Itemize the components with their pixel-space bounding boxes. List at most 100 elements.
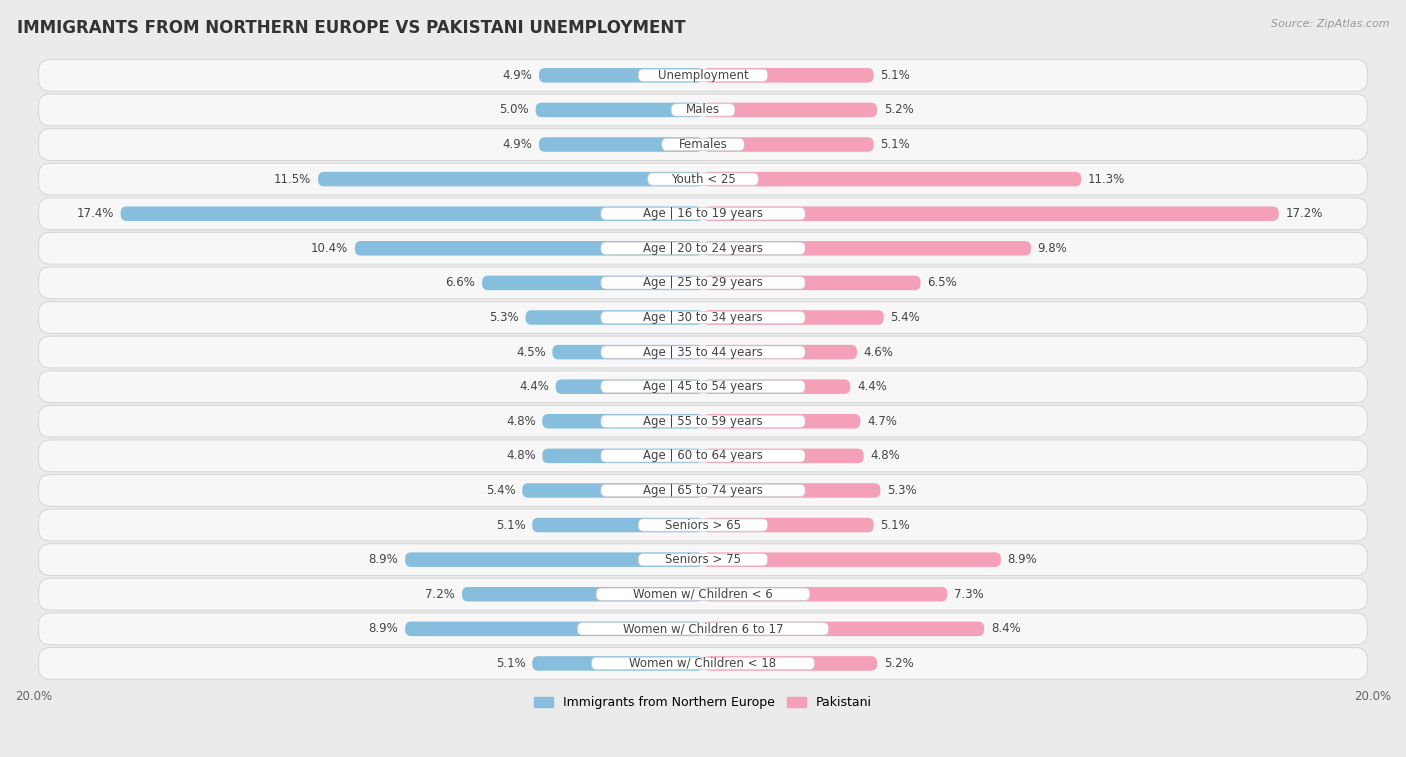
- FancyBboxPatch shape: [703, 587, 948, 602]
- FancyBboxPatch shape: [38, 164, 1368, 195]
- FancyBboxPatch shape: [38, 509, 1368, 541]
- FancyBboxPatch shape: [600, 311, 806, 324]
- FancyBboxPatch shape: [38, 405, 1368, 438]
- FancyBboxPatch shape: [482, 276, 703, 290]
- Text: Seniors > 65: Seniors > 65: [665, 519, 741, 531]
- FancyBboxPatch shape: [703, 68, 873, 83]
- Text: Women w/ Children < 6: Women w/ Children < 6: [633, 587, 773, 601]
- FancyBboxPatch shape: [555, 379, 703, 394]
- FancyBboxPatch shape: [38, 94, 1368, 126]
- Text: 4.8%: 4.8%: [506, 415, 536, 428]
- FancyBboxPatch shape: [638, 553, 768, 565]
- Text: 6.6%: 6.6%: [446, 276, 475, 289]
- FancyBboxPatch shape: [526, 310, 703, 325]
- Text: 8.9%: 8.9%: [1008, 553, 1038, 566]
- FancyBboxPatch shape: [553, 345, 703, 360]
- FancyBboxPatch shape: [522, 483, 703, 497]
- Text: Seniors > 75: Seniors > 75: [665, 553, 741, 566]
- Text: 5.3%: 5.3%: [887, 484, 917, 497]
- Text: Age | 65 to 74 years: Age | 65 to 74 years: [643, 484, 763, 497]
- FancyBboxPatch shape: [405, 621, 703, 636]
- Text: 5.1%: 5.1%: [880, 138, 910, 151]
- Text: 7.2%: 7.2%: [426, 587, 456, 601]
- Text: 5.1%: 5.1%: [880, 519, 910, 531]
- Text: 5.3%: 5.3%: [489, 311, 519, 324]
- Text: 5.4%: 5.4%: [486, 484, 516, 497]
- Text: 4.8%: 4.8%: [506, 450, 536, 463]
- FancyBboxPatch shape: [38, 647, 1368, 679]
- Text: 9.8%: 9.8%: [1038, 241, 1067, 255]
- FancyBboxPatch shape: [38, 232, 1368, 264]
- Text: 5.1%: 5.1%: [496, 657, 526, 670]
- FancyBboxPatch shape: [703, 276, 921, 290]
- Text: 4.8%: 4.8%: [870, 450, 900, 463]
- FancyBboxPatch shape: [662, 139, 744, 151]
- Text: 4.6%: 4.6%: [863, 346, 894, 359]
- Text: 5.2%: 5.2%: [884, 657, 914, 670]
- Text: Females: Females: [679, 138, 727, 151]
- Legend: Immigrants from Northern Europe, Pakistani: Immigrants from Northern Europe, Pakista…: [529, 691, 877, 715]
- Text: 4.7%: 4.7%: [868, 415, 897, 428]
- FancyBboxPatch shape: [703, 379, 851, 394]
- FancyBboxPatch shape: [703, 207, 1278, 221]
- Text: 4.9%: 4.9%: [502, 69, 533, 82]
- Text: 5.2%: 5.2%: [884, 104, 914, 117]
- FancyBboxPatch shape: [600, 346, 806, 358]
- FancyBboxPatch shape: [543, 449, 703, 463]
- FancyBboxPatch shape: [38, 301, 1368, 333]
- FancyBboxPatch shape: [638, 519, 768, 531]
- Text: 4.4%: 4.4%: [858, 380, 887, 393]
- FancyBboxPatch shape: [592, 657, 814, 670]
- Text: 7.3%: 7.3%: [955, 587, 984, 601]
- FancyBboxPatch shape: [703, 518, 873, 532]
- Text: Age | 45 to 54 years: Age | 45 to 54 years: [643, 380, 763, 393]
- FancyBboxPatch shape: [38, 578, 1368, 610]
- FancyBboxPatch shape: [543, 414, 703, 428]
- FancyBboxPatch shape: [638, 69, 768, 82]
- FancyBboxPatch shape: [600, 277, 806, 289]
- FancyBboxPatch shape: [703, 103, 877, 117]
- Text: Women w/ Children < 18: Women w/ Children < 18: [630, 657, 776, 670]
- FancyBboxPatch shape: [600, 242, 806, 254]
- FancyBboxPatch shape: [38, 267, 1368, 299]
- Text: 6.5%: 6.5%: [928, 276, 957, 289]
- Text: 4.4%: 4.4%: [519, 380, 548, 393]
- FancyBboxPatch shape: [703, 345, 858, 360]
- Text: Age | 35 to 44 years: Age | 35 to 44 years: [643, 346, 763, 359]
- Text: 5.1%: 5.1%: [496, 519, 526, 531]
- FancyBboxPatch shape: [600, 484, 806, 497]
- Text: 11.3%: 11.3%: [1088, 173, 1125, 185]
- Text: 8.4%: 8.4%: [991, 622, 1021, 635]
- Text: Age | 16 to 19 years: Age | 16 to 19 years: [643, 207, 763, 220]
- FancyBboxPatch shape: [703, 449, 863, 463]
- FancyBboxPatch shape: [600, 207, 806, 220]
- FancyBboxPatch shape: [703, 621, 984, 636]
- Text: Women w/ Children 6 to 17: Women w/ Children 6 to 17: [623, 622, 783, 635]
- FancyBboxPatch shape: [703, 656, 877, 671]
- FancyBboxPatch shape: [703, 172, 1081, 186]
- FancyBboxPatch shape: [648, 173, 758, 185]
- Text: 10.4%: 10.4%: [311, 241, 349, 255]
- FancyBboxPatch shape: [600, 381, 806, 393]
- FancyBboxPatch shape: [536, 103, 703, 117]
- Text: 4.9%: 4.9%: [502, 138, 533, 151]
- FancyBboxPatch shape: [596, 588, 810, 600]
- FancyBboxPatch shape: [38, 475, 1368, 506]
- Text: 4.5%: 4.5%: [516, 346, 546, 359]
- FancyBboxPatch shape: [703, 310, 884, 325]
- FancyBboxPatch shape: [38, 198, 1368, 229]
- Text: Unemployment: Unemployment: [658, 69, 748, 82]
- FancyBboxPatch shape: [121, 207, 703, 221]
- FancyBboxPatch shape: [671, 104, 735, 116]
- FancyBboxPatch shape: [703, 483, 880, 497]
- FancyBboxPatch shape: [38, 59, 1368, 92]
- Text: 5.1%: 5.1%: [880, 69, 910, 82]
- FancyBboxPatch shape: [533, 518, 703, 532]
- Text: Youth < 25: Youth < 25: [671, 173, 735, 185]
- Text: Age | 55 to 59 years: Age | 55 to 59 years: [643, 415, 763, 428]
- Text: 5.0%: 5.0%: [499, 104, 529, 117]
- Text: 11.5%: 11.5%: [274, 173, 311, 185]
- FancyBboxPatch shape: [703, 553, 1001, 567]
- FancyBboxPatch shape: [38, 371, 1368, 403]
- FancyBboxPatch shape: [38, 336, 1368, 368]
